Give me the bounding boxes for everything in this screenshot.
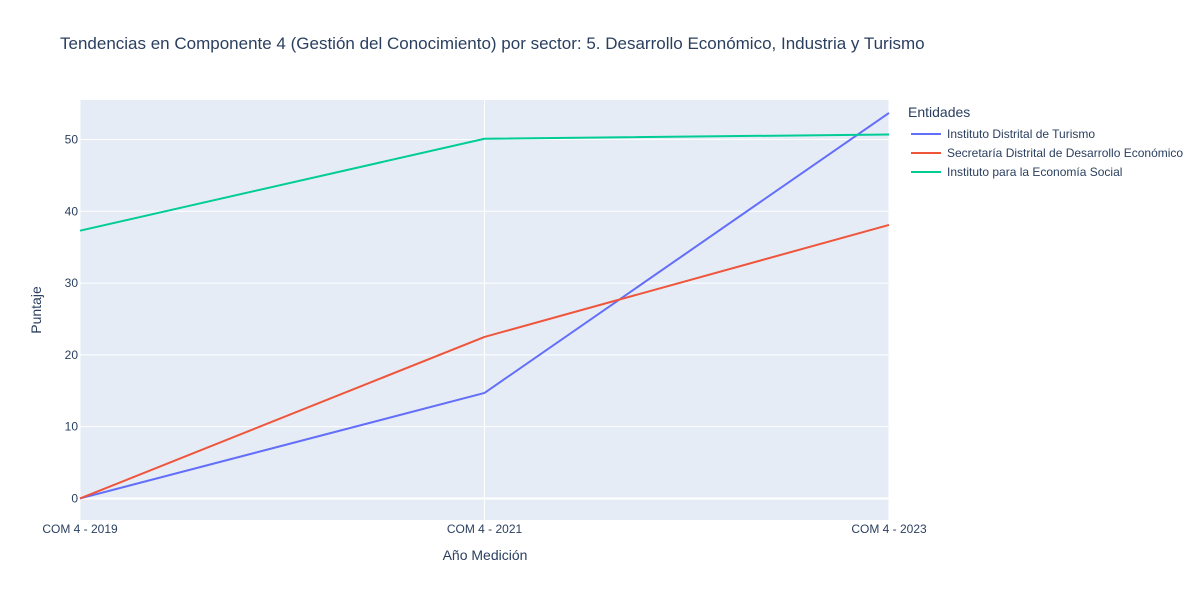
legend-label: Secretaría Distrital de Desarrollo Econó… (947, 145, 1184, 160)
series-line-0 (79, 112, 890, 500)
x-tick-label: COM 4 - 2021 (447, 522, 523, 536)
x-tick-label: COM 4 - 2023 (851, 522, 927, 536)
y-tick-label: 40 (65, 204, 79, 218)
legend-swatch (911, 170, 941, 173)
legend-label: Instituto Distrital de Turismo (947, 126, 1096, 141)
y-tick-label: 50 (65, 132, 79, 146)
legend-item[interactable]: Instituto para la Economía Social (908, 162, 1183, 181)
y-tick-label: 10 (65, 420, 79, 434)
series-line-2 (79, 133, 890, 232)
legend-swatch (911, 132, 941, 135)
legend: Entidades Instituto Distrital de Turismo… (908, 104, 1183, 181)
x-tick-label: COM 4 - 2019 (42, 522, 118, 536)
legend-title: Entidades (908, 104, 971, 120)
legend-item[interactable]: Instituto Distrital de Turismo (908, 124, 1183, 143)
y-tick-label: 30 (65, 276, 79, 290)
series-lines (79, 112, 890, 500)
legend-item[interactable]: Secretaría Distrital de Desarrollo Econó… (908, 143, 1183, 162)
y-axis-ticks: 0 10 20 30 40 50 (65, 132, 79, 505)
chart-title: Tendencias en Componente 4 (Gestión del … (60, 34, 925, 53)
x-axis-ticks: COM 4 - 2019 COM 4 - 2021 COM 4 - 2023 (42, 522, 927, 536)
y-tick-label: 20 (65, 348, 79, 362)
y-tick-label: 0 (71, 491, 78, 505)
x-axis-title: Año Medición (443, 547, 528, 563)
series-line-1 (79, 223, 890, 500)
legend-label: Instituto para la Economía Social (947, 164, 1123, 179)
legend-swatch (911, 151, 941, 154)
y-axis-title: Puntaje (28, 286, 44, 334)
